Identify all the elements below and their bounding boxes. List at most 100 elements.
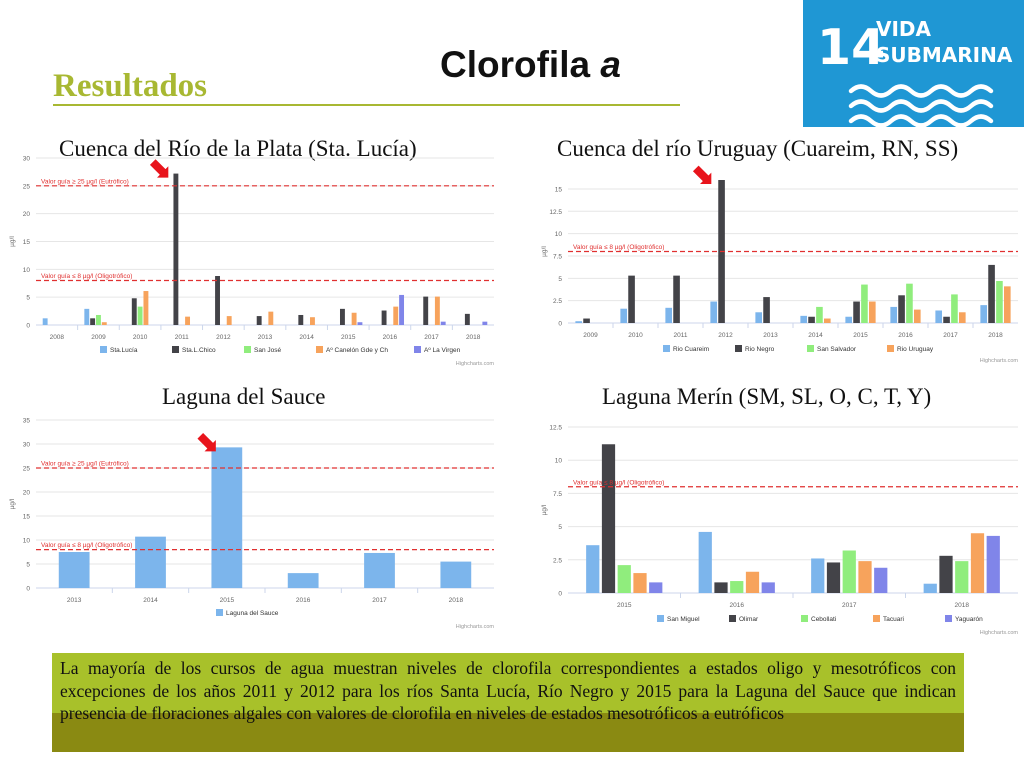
legend-label[interactable]: Rio Uruguay [897, 346, 934, 353]
bar [399, 294, 405, 325]
bar [298, 314, 304, 325]
bar [135, 536, 166, 588]
bar [215, 276, 220, 325]
bar [970, 533, 985, 593]
bar [763, 297, 770, 323]
legend-label[interactable]: San José [254, 347, 281, 354]
waves-icon [848, 84, 994, 128]
x-tick-label: 2016 [898, 332, 913, 339]
legend-label[interactable]: San Salvador [817, 346, 857, 353]
y-tick-label: 35 [23, 418, 31, 425]
summary-box-background-bottom [52, 713, 964, 752]
legend-swatch[interactable] [216, 609, 223, 616]
legend-label[interactable]: Cebollati [811, 616, 836, 623]
legend-swatch[interactable] [172, 346, 179, 353]
x-tick-label: 2015 [220, 597, 235, 604]
reference-line-label: Valor guía ≤ 8 µg/l (Oligotrófico) [41, 273, 132, 280]
bar [898, 295, 905, 323]
legend-swatch[interactable] [414, 346, 421, 353]
x-tick-label: 2014 [143, 597, 158, 604]
y-tick-label: 10 [555, 231, 563, 238]
legend-swatch[interactable] [807, 345, 814, 352]
bar [730, 581, 744, 593]
summary-box: La mayoría de los cursos de agua muestra… [52, 653, 964, 752]
highlight-arrow-icon [692, 165, 712, 184]
y-tick-label: 15 [23, 514, 31, 521]
y-tick-label: 12.5 [549, 425, 562, 432]
legend-swatch[interactable] [735, 345, 742, 352]
legend-label[interactable]: Aº La Virgen [424, 347, 461, 354]
bar [440, 561, 472, 588]
chart-title-santa-lucia: Cuenca del Río de la Plata (Sta. Lucía) [59, 136, 417, 161]
bar [287, 573, 319, 588]
x-tick-label: 2018 [988, 332, 1003, 339]
bar [761, 582, 775, 593]
bar [996, 280, 1003, 323]
sdg-number: 14 [817, 19, 885, 76]
legend-swatch[interactable] [729, 615, 736, 622]
bar [1004, 286, 1011, 323]
legend-label[interactable]: Sta.Lucía [110, 347, 138, 354]
bar [939, 555, 953, 593]
bar [310, 317, 315, 325]
bar [268, 311, 274, 325]
bar [923, 583, 937, 593]
legend-swatch[interactable] [663, 345, 670, 352]
legend-label[interactable]: Laguna del Sauce [226, 610, 279, 617]
legend-label[interactable]: San Miguel [667, 616, 700, 623]
legend-swatch[interactable] [873, 615, 880, 622]
y-tick-label: 7.5 [553, 253, 562, 260]
legend-label[interactable]: Aº Canelón Gde y Ch [326, 347, 388, 354]
bar [673, 275, 680, 323]
bar [959, 312, 966, 323]
chart-credit[interactable]: Highcharts.com [456, 361, 495, 367]
reference-line-label: Valor guía ≥ 25 µg/l (Eutrófico) [41, 461, 129, 468]
bar [131, 298, 137, 325]
y-tick-label: 30 [23, 156, 31, 163]
bar [620, 308, 627, 323]
x-tick-label: 2017 [842, 602, 857, 609]
y-axis-label: µg/l [541, 504, 548, 515]
bar [434, 296, 440, 325]
bar [858, 561, 872, 593]
x-tick-label: 2018 [955, 602, 970, 609]
chart-credit[interactable]: Highcharts.com [980, 358, 1019, 364]
x-tick-label: 2014 [808, 332, 823, 339]
legend-swatch[interactable] [316, 346, 323, 353]
legend-swatch[interactable] [887, 345, 894, 352]
bar [808, 316, 815, 323]
bar [845, 316, 852, 323]
legend-label[interactable]: Rio Cuareim [673, 346, 709, 353]
legend-label[interactable]: Yaguarón [955, 616, 983, 623]
x-tick-label: 2017 [424, 334, 439, 341]
bar [58, 552, 90, 588]
y-tick-label: 5 [558, 276, 562, 283]
bar [755, 312, 762, 323]
bar [842, 550, 856, 593]
y-axis-label: µg/l [9, 498, 16, 509]
legend-label[interactable]: Rio Negro [745, 346, 775, 353]
chart-title-rio-uruguay: Cuenca del río Uruguay (Cuareim, RN, SS) [557, 136, 959, 161]
summary-text: La mayoría de los cursos de agua muestra… [60, 658, 956, 723]
bar [861, 284, 868, 323]
sdg-label-line2: SUBMARINA [876, 43, 1013, 67]
legend-swatch[interactable] [657, 615, 664, 622]
legend-label[interactable]: Olimar [739, 616, 759, 623]
y-axis-label: µg/l [541, 246, 548, 257]
legend-label[interactable]: Sta.L.Chico [182, 347, 216, 354]
legend-label[interactable]: Tacuari [883, 616, 904, 623]
bar [173, 173, 179, 325]
y-axis-label: µg/l [9, 236, 16, 247]
chart-credit[interactable]: Highcharts.com [980, 630, 1019, 636]
legend-swatch[interactable] [100, 346, 107, 353]
reference-line-label: Valor guía ≥ 25 µg/l (Eutrófico) [41, 178, 129, 185]
bar [364, 552, 395, 588]
bar [586, 545, 600, 593]
chart-credit[interactable]: Highcharts.com [456, 624, 495, 630]
x-tick-label: 2018 [449, 597, 464, 604]
legend-swatch[interactable] [801, 615, 808, 622]
legend-swatch[interactable] [945, 615, 952, 622]
x-tick-label: 2016 [296, 597, 311, 604]
legend-swatch[interactable] [244, 346, 251, 353]
bar [583, 318, 590, 323]
